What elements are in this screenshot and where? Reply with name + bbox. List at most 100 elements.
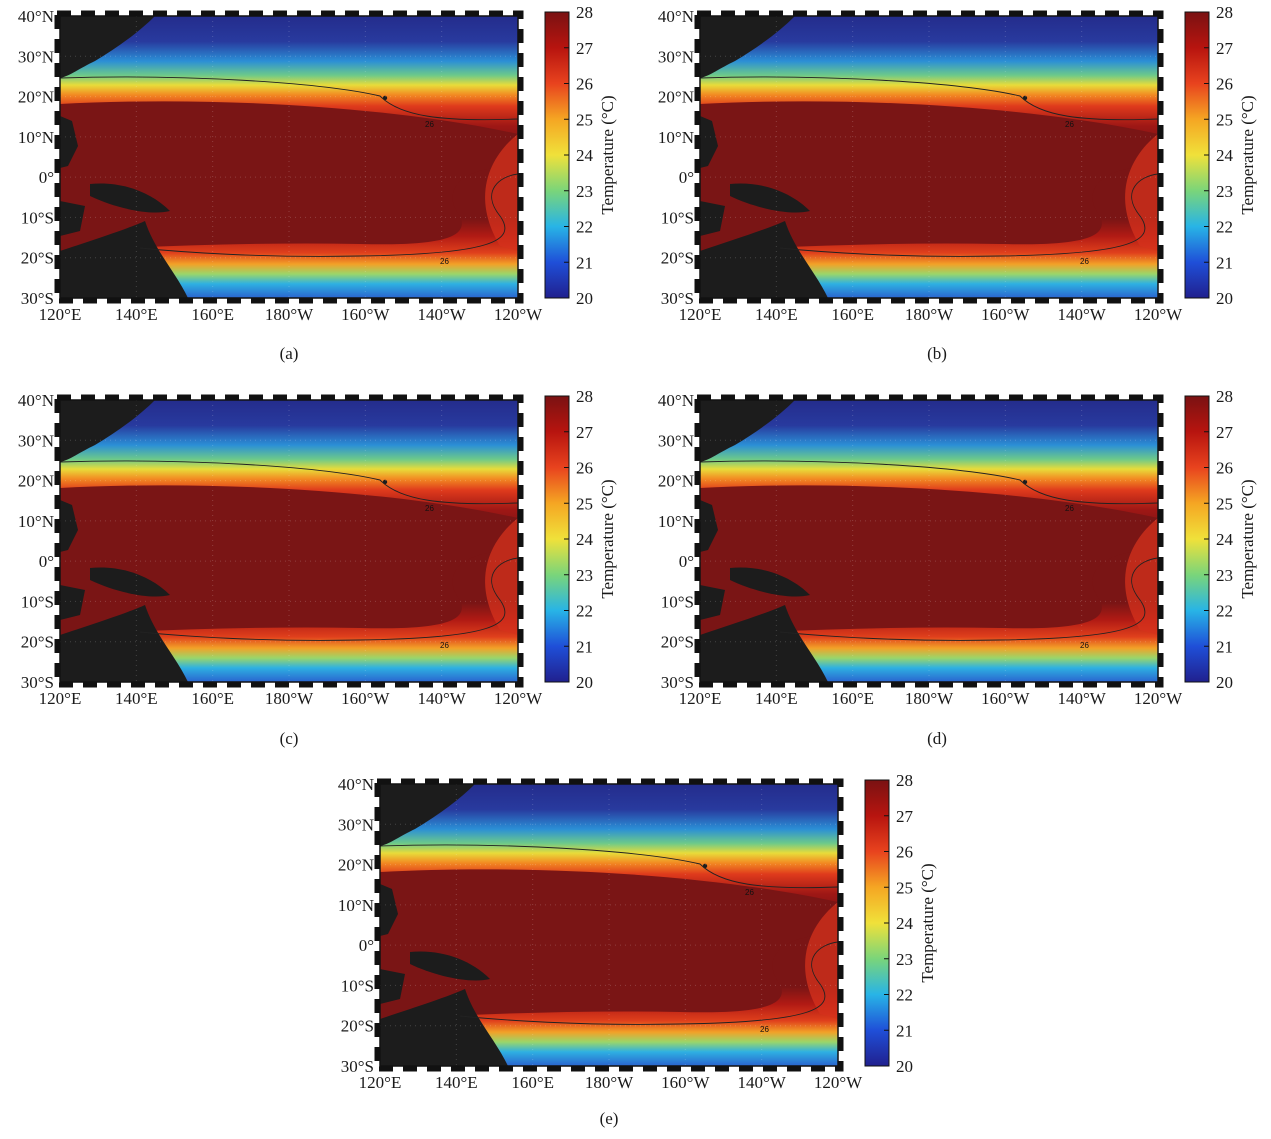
lat-tick-label: 20°N bbox=[658, 88, 694, 107]
contour-label-south: 26 bbox=[1080, 641, 1089, 650]
lat-tick-label: 0° bbox=[359, 936, 374, 955]
land-indonesia bbox=[700, 585, 725, 620]
isotherm-north bbox=[380, 844, 838, 889]
land-philippines bbox=[60, 116, 78, 168]
colorbar-tick-label: 28 bbox=[576, 3, 593, 22]
east-warm-band bbox=[485, 134, 518, 251]
map-frame-dashes bbox=[694, 10, 1164, 304]
map-frame bbox=[699, 15, 1159, 299]
lat-tick-label: 10°N bbox=[18, 512, 54, 531]
isotherm-south bbox=[139, 173, 518, 257]
warm-pool bbox=[60, 101, 518, 251]
colorbar-tick-label: 23 bbox=[576, 182, 593, 201]
lat-tick-label: 10°N bbox=[658, 128, 694, 147]
lat-tick-label: 30°N bbox=[18, 47, 54, 66]
lat-tick-label: 20°N bbox=[658, 472, 694, 491]
colorbar-tick-label: 26 bbox=[896, 843, 913, 862]
lat-tick-label: 20°S bbox=[21, 633, 54, 652]
contour-label-north: 26 bbox=[425, 504, 434, 513]
colorbar-tick-label: 28 bbox=[1216, 3, 1233, 22]
east-warm-band bbox=[805, 902, 838, 1019]
colorbar-tick-label: 25 bbox=[896, 878, 913, 897]
lon-tick-label: 120°E bbox=[679, 305, 722, 324]
lon-tick-label: 140°E bbox=[115, 305, 158, 324]
colorbar-tick-label: 28 bbox=[896, 771, 913, 790]
land-australia bbox=[60, 221, 188, 298]
colorbar-tick-label: 27 bbox=[576, 423, 594, 442]
lon-tick-label: 160°E bbox=[191, 689, 234, 708]
colorbar-tick-label: 20 bbox=[576, 289, 593, 308]
colorbar-tick-label: 22 bbox=[576, 218, 593, 237]
contour-label-south: 26 bbox=[760, 1025, 769, 1034]
warm-pool bbox=[700, 485, 1158, 635]
panel-caption-b: (b) bbox=[927, 344, 947, 363]
east-warm-band bbox=[485, 518, 518, 635]
lat-tick-label: 0° bbox=[39, 552, 54, 571]
colorbar-tick-label: 22 bbox=[576, 602, 593, 621]
ocean-field: 26 26 bbox=[380, 784, 838, 1066]
colorbar-tick-label: 23 bbox=[896, 950, 913, 969]
lat-tick-label: 30°N bbox=[338, 815, 374, 834]
colorbar-label: Temperature (°C) bbox=[1238, 95, 1257, 214]
land-australia bbox=[60, 605, 188, 682]
land-indonesia bbox=[700, 201, 725, 236]
colorbar-tick-label: 21 bbox=[1216, 253, 1233, 272]
lon-tick-label: 120°W bbox=[494, 689, 543, 708]
warm-pool bbox=[700, 101, 1158, 251]
colorbar-tick-label: 22 bbox=[896, 986, 913, 1005]
colorbar-tick-label: 26 bbox=[576, 459, 593, 478]
colorbar-tick-label: 25 bbox=[1216, 110, 1233, 129]
colorbar-tick-label: 20 bbox=[1216, 289, 1233, 308]
lat-tick-label: 20°S bbox=[21, 249, 54, 268]
lat-tick-label: 30°S bbox=[21, 673, 54, 692]
colorbar-tick-label: 21 bbox=[576, 637, 593, 656]
isotherm-south bbox=[139, 557, 518, 641]
lon-tick-label: 120°W bbox=[1134, 689, 1183, 708]
isotherm-south bbox=[459, 941, 838, 1025]
colorbar-tick-label: 24 bbox=[896, 914, 914, 933]
colorbar-tick-label: 20 bbox=[576, 673, 593, 692]
lon-tick-label: 180°W bbox=[265, 689, 314, 708]
lat-tick-label: 40°N bbox=[658, 391, 694, 410]
map-panel-a: 26 26 40°N 30°N 20°N 10°N 0° 10°S 20°S 30°S 120°E 1… bbox=[0, 0, 640, 380]
lat-tick-label: 30°N bbox=[658, 431, 694, 450]
lon-tick-label: 120°E bbox=[359, 1073, 402, 1092]
lon-tick-label: 140°W bbox=[737, 1073, 786, 1092]
isotherm-north bbox=[60, 460, 518, 505]
map-frame-dashes bbox=[694, 394, 1164, 688]
lon-tick-label: 160°W bbox=[661, 1073, 710, 1092]
colorbar-tick-label: 26 bbox=[1216, 75, 1233, 94]
lat-tick-label: 30°S bbox=[661, 673, 694, 692]
lat-tick-label: 20°N bbox=[338, 856, 374, 875]
lon-tick-label: 120°E bbox=[679, 689, 722, 708]
lat-tick-label: 30°S bbox=[661, 289, 694, 308]
colorbar-tick-label: 25 bbox=[576, 110, 593, 129]
colorbar-tick-label: 24 bbox=[576, 530, 594, 549]
panel-caption-a: (a) bbox=[279, 344, 299, 363]
panel-caption-d: (d) bbox=[927, 729, 947, 748]
lat-tick-label: 30°S bbox=[341, 1057, 374, 1076]
isotherm-north bbox=[700, 76, 1158, 121]
colorbar-tick-label: 25 bbox=[1216, 494, 1233, 513]
land-australia bbox=[700, 605, 828, 682]
lon-tick-label: 140°W bbox=[417, 689, 466, 708]
lat-tick-label: 30°S bbox=[21, 289, 54, 308]
lat-tick-label: 20°N bbox=[18, 88, 54, 107]
lon-tick-label: 120°E bbox=[39, 689, 82, 708]
lon-tick-label: 140°E bbox=[755, 305, 798, 324]
colorbar-tick-label: 21 bbox=[896, 1021, 913, 1040]
lat-tick-label: 20°S bbox=[661, 249, 694, 268]
colorbar-tick-label: 24 bbox=[576, 146, 594, 165]
lat-tick-label: 20°S bbox=[661, 633, 694, 652]
lat-tick-label: 0° bbox=[679, 552, 694, 571]
map-frame-dashes bbox=[54, 10, 524, 304]
colorbar-tick-label: 20 bbox=[1216, 673, 1233, 692]
lat-tick-label: 10°N bbox=[338, 896, 374, 915]
lon-tick-label: 160°E bbox=[191, 305, 234, 324]
contour-label-north: 26 bbox=[1065, 120, 1074, 129]
lon-tick-label: 140°W bbox=[417, 305, 466, 324]
lon-tick-label: 140°E bbox=[115, 689, 158, 708]
